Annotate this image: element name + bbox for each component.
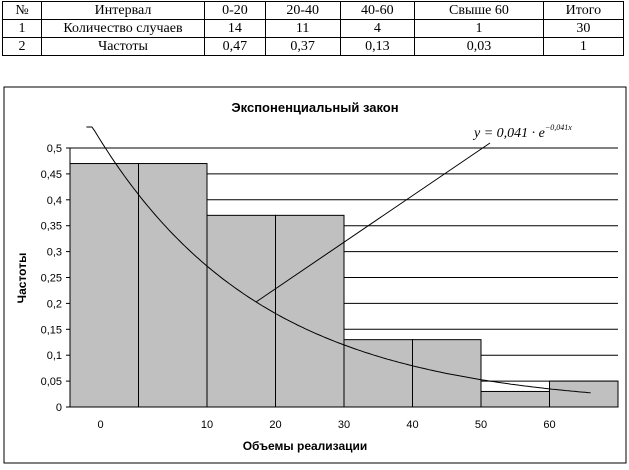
y-tick-label: 0,4	[47, 195, 62, 207]
table-cell: Частоты	[41, 37, 205, 56]
table-header-cell: 40-60	[339, 1, 416, 20]
table-cell: 1	[542, 37, 625, 56]
y-tick-label: 0,05	[41, 376, 62, 388]
exponential-curve	[86, 126, 591, 394]
table-cell: 14	[204, 19, 266, 38]
x-tick-label: 40	[406, 419, 418, 431]
x-tick-label: 20	[269, 419, 281, 431]
bar	[69, 163, 139, 408]
table-cell: 0,03	[414, 37, 544, 56]
table-header-row: № Интервал 0-20 20-40 40-60 Свыше 60 Ито…	[2, 1, 625, 20]
x-tick-label: 50	[475, 419, 487, 431]
y-tick-label: 0,15	[41, 324, 62, 336]
bar	[480, 390, 550, 408]
x-tick-label: 0	[97, 419, 103, 431]
bar	[549, 380, 619, 408]
x-tick-label: 10	[201, 419, 213, 431]
y-axis-label: Частоты	[15, 253, 29, 304]
formula-base: y = 0,041 · e	[472, 126, 545, 141]
table-row: 2 Частоты 0,47 0,37 0,13 0,03 1	[2, 37, 625, 56]
table-cell: 0,47	[204, 37, 266, 56]
formula-exponent: −0,041x	[545, 123, 572, 132]
table-cell: 0,37	[264, 37, 341, 56]
x-tick-label: 30	[338, 419, 350, 431]
y-tick-label: 0	[56, 402, 62, 414]
bar	[343, 339, 413, 408]
table-cell: 0,13	[339, 37, 416, 56]
y-tick-label: 0,45	[41, 169, 62, 181]
y-tick-label: 0,3	[47, 247, 62, 259]
formula-label: y = 0,041 · e−0,041x	[472, 123, 572, 141]
bar	[138, 163, 208, 408]
x-tick-label: 60	[543, 419, 555, 431]
chart-title: Экспоненциальный закон	[231, 100, 398, 115]
y-tick-label: 0,2	[47, 298, 62, 310]
formula-pointer-line	[255, 142, 491, 303]
y-tick-label: 0,35	[41, 221, 62, 233]
table-cell: Количество случаев	[41, 19, 205, 38]
bar	[275, 214, 345, 408]
table-row: 1 Количество случаев 14 11 4 1 30	[2, 19, 625, 38]
frequency-table: № Интервал 0-20 20-40 40-60 Свыше 60 Ито…	[2, 1, 625, 56]
y-tick-label: 0,1	[47, 350, 62, 362]
y-tick-label: 0,5	[47, 143, 62, 155]
x-axis-label: Объемы реализации	[243, 439, 368, 453]
bar	[206, 214, 276, 408]
y-tick-label: 0,25	[41, 273, 62, 285]
